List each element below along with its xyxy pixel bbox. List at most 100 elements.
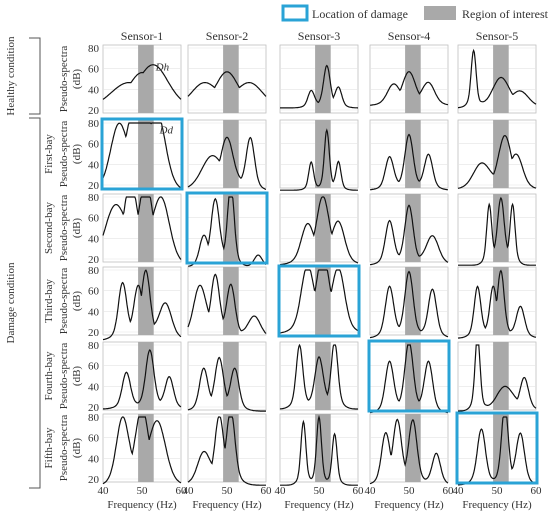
- spectrum-line: [369, 204, 449, 266]
- spectrum-panel: [187, 413, 267, 486]
- region-of-interest: [315, 194, 331, 262]
- spectrum-line: [102, 64, 182, 100]
- y-tick-label: 40: [88, 233, 100, 245]
- row-label: Fifth-bay: [43, 427, 55, 468]
- region-of-interest: [223, 120, 239, 188]
- x-tick-label: 40: [275, 485, 287, 497]
- spectrum-panel: Dh: [102, 44, 182, 114]
- y-tick-label: 20: [88, 180, 100, 192]
- x-tick-label: 60: [176, 485, 188, 497]
- spectrum-line: [458, 344, 537, 412]
- y-tick-label: 40: [88, 453, 100, 465]
- annotation-dh: Dh: [155, 62, 170, 74]
- spectrum-panel: [102, 413, 182, 485]
- damage-location-frame: [277, 264, 361, 338]
- y-tick-label: 80: [88, 118, 100, 130]
- y-tick-label: 80: [88, 340, 100, 352]
- healthy-condition-label: Healthy condition: [5, 36, 17, 116]
- damage-location-frame: [367, 339, 451, 413]
- spectrum-line: [280, 128, 358, 191]
- x-axis-label: Frequency (Hz): [107, 499, 177, 511]
- x-axis-label: Frequency (Hz): [284, 499, 354, 511]
- region-of-interest: [138, 120, 154, 188]
- spectrum-panel: [279, 193, 359, 266]
- spectrum-line: [279, 196, 359, 266]
- spectrum-line: [280, 64, 358, 109]
- column-header: Sensor-5: [476, 29, 518, 43]
- y-tick-label: 40: [88, 84, 100, 96]
- y-tick-label: 40: [88, 381, 100, 393]
- x-tick-label: 60: [443, 485, 455, 497]
- y-tick-label: 80: [88, 43, 100, 55]
- region-of-interest: [493, 267, 509, 335]
- y-tick-label: 60: [88, 433, 100, 445]
- y-axis-unit: (dB): [71, 438, 83, 459]
- spectrum-panel: [279, 44, 359, 114]
- y-tick-label: 20: [88, 474, 100, 486]
- x-tick-label: 50: [222, 485, 234, 497]
- spectrum-panel: [369, 413, 449, 485]
- spectrum-panel: [185, 191, 269, 267]
- region-of-interest: [315, 414, 331, 482]
- y-tick-label: 20: [88, 254, 100, 266]
- spectrum-panel: [279, 341, 359, 411]
- spectrum-panel: [369, 119, 449, 191]
- spectrum-panel: [279, 413, 359, 486]
- region-of-interest: [493, 342, 509, 410]
- x-tick-label: 50: [404, 485, 416, 497]
- spectrum-panel: [457, 266, 537, 339]
- damage-location-frame: [455, 411, 539, 485]
- region-of-interest: [315, 120, 331, 188]
- spectrum-line: [102, 416, 182, 485]
- column-header: Sensor-3: [298, 29, 340, 43]
- spectrum-panel: [457, 119, 537, 189]
- spectrum-panel: [102, 193, 182, 263]
- legend-damage-swatch: [281, 4, 309, 22]
- x-tick-label: 40: [453, 485, 465, 497]
- region-of-interest: [223, 194, 239, 262]
- x-tick-label: 50: [314, 485, 326, 497]
- spectrum-panel: [369, 44, 449, 114]
- damage-location-frame: [100, 117, 184, 191]
- spectrum-line: [458, 48, 537, 109]
- damage-bracket: [29, 117, 41, 489]
- spectrum-line: [370, 71, 449, 106]
- region-of-interest: [493, 194, 509, 262]
- spectrum-panel: Dd: [100, 117, 184, 191]
- y-tick-label: 80: [88, 192, 100, 204]
- spectrum-panel: [457, 44, 537, 114]
- x-tick-label: 50: [492, 485, 504, 497]
- y-tick-label: 80: [88, 412, 100, 424]
- region-of-interest: [493, 45, 509, 113]
- spectrum-line: [369, 418, 449, 485]
- spectrum-panel: [369, 193, 449, 266]
- y-tick-label: 20: [88, 327, 100, 339]
- y-axis-unit: (dB): [71, 218, 83, 239]
- legend-roi-swatch: [424, 6, 456, 20]
- y-axis-label: Pseudo-spectra: [58, 46, 70, 113]
- spectrum-line: [187, 136, 267, 190]
- region-of-interest: [223, 267, 239, 335]
- column-header: Sensor-1: [121, 29, 163, 43]
- spectrum-panel: [457, 341, 537, 412]
- y-tick-label: 60: [88, 139, 100, 151]
- spectrum-line: [103, 349, 182, 410]
- y-tick-label: 40: [88, 159, 100, 171]
- legend: Location of damage Region of interest: [281, 4, 549, 22]
- region-of-interest: [405, 414, 421, 482]
- damage-condition-label: Damage condition: [5, 262, 17, 343]
- x-axis-label: Frequency (Hz): [374, 499, 444, 511]
- region-of-interest: [223, 45, 239, 113]
- spectrum-panel: [187, 44, 267, 114]
- spectrum-panel: [457, 193, 537, 266]
- y-axis-label: Pseudo-spectra: [58, 343, 70, 410]
- y-tick-label: 60: [88, 361, 100, 373]
- y-tick-label: 80: [88, 265, 100, 277]
- x-tick-label: 60: [261, 485, 273, 497]
- row-label: Third-bay: [43, 279, 55, 323]
- y-axis-label: Pseudo-spectra: [58, 415, 70, 482]
- spectrum-line: [187, 71, 267, 97]
- x-axis-label: Frequency (Hz): [462, 499, 532, 511]
- spectrum-line: [102, 122, 182, 189]
